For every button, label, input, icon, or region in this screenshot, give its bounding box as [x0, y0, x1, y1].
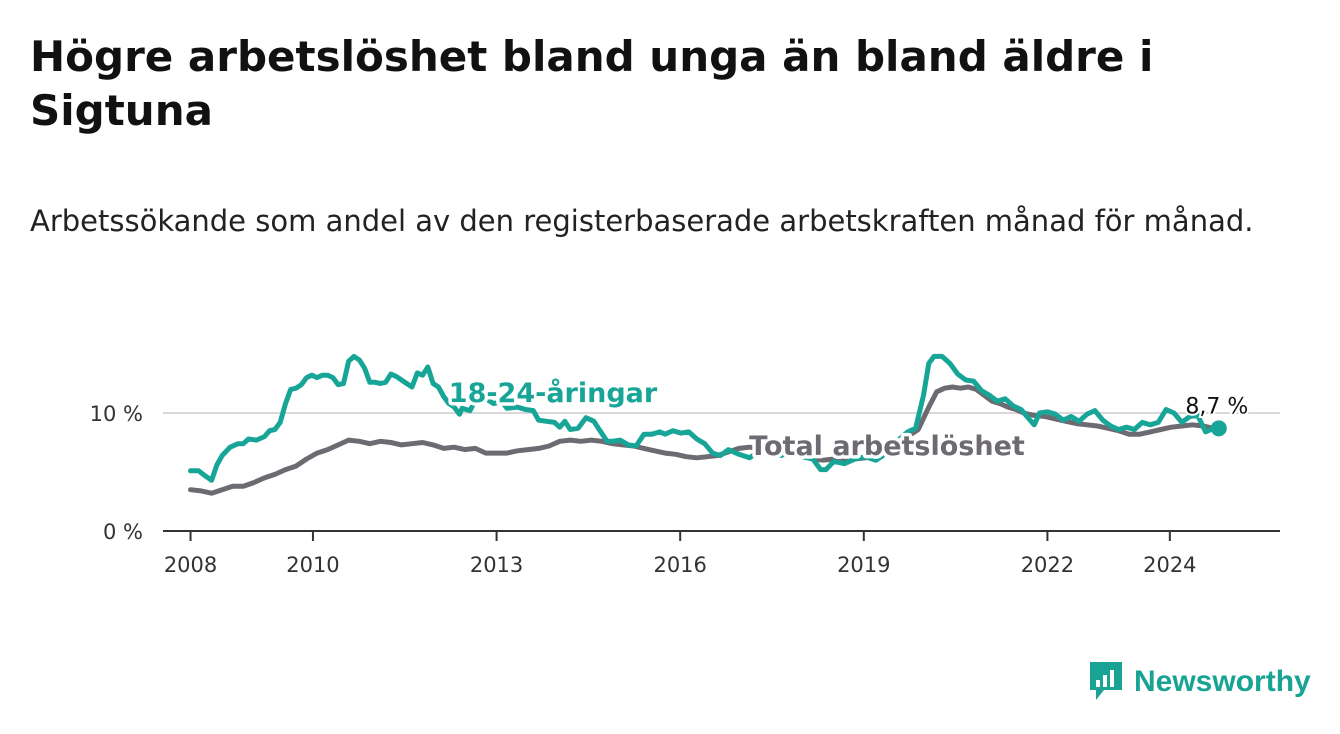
end-value-label: 8,7 % [1185, 394, 1248, 419]
newsworthy-logo-icon [1090, 662, 1122, 700]
y-tick-label: 0 % [103, 520, 143, 544]
x-tick-label: 2024 [1143, 553, 1196, 577]
series-label-youth: 18-24-åringar [449, 377, 658, 409]
y-tick-label: 10 % [90, 402, 143, 426]
x-tick-label: 2010 [286, 553, 339, 577]
series-layer [188, 353, 1227, 496]
series-line-total [188, 384, 1222, 496]
x-tick-label: 2019 [837, 553, 890, 577]
brand-logo: Newsworthy [1088, 660, 1311, 704]
chart-subtitle: Arbetssökande som andel av den registerb… [30, 204, 1254, 238]
label-layer: 8,7 % 18-24-åringar Total arbetslöshet [445, 374, 1250, 466]
brand-name: Newsworthy [1134, 665, 1311, 698]
x-tick-label: 2022 [1021, 553, 1074, 577]
series-label-total: Total arbetslöshet [749, 431, 1025, 462]
axis-layer: 0 % 10 % 2008 2010 2013 2016 2019 2022 2024 [90, 402, 1280, 577]
end-point-marker [1210, 420, 1227, 437]
x-tick-label: 2016 [653, 553, 706, 577]
chart-title: Högre arbetslöshet bland unga än bland ä… [30, 32, 1154, 135]
x-tick-label: 2013 [470, 553, 523, 577]
x-tick-label: 2008 [164, 553, 217, 577]
series-line-youth [188, 353, 1222, 483]
